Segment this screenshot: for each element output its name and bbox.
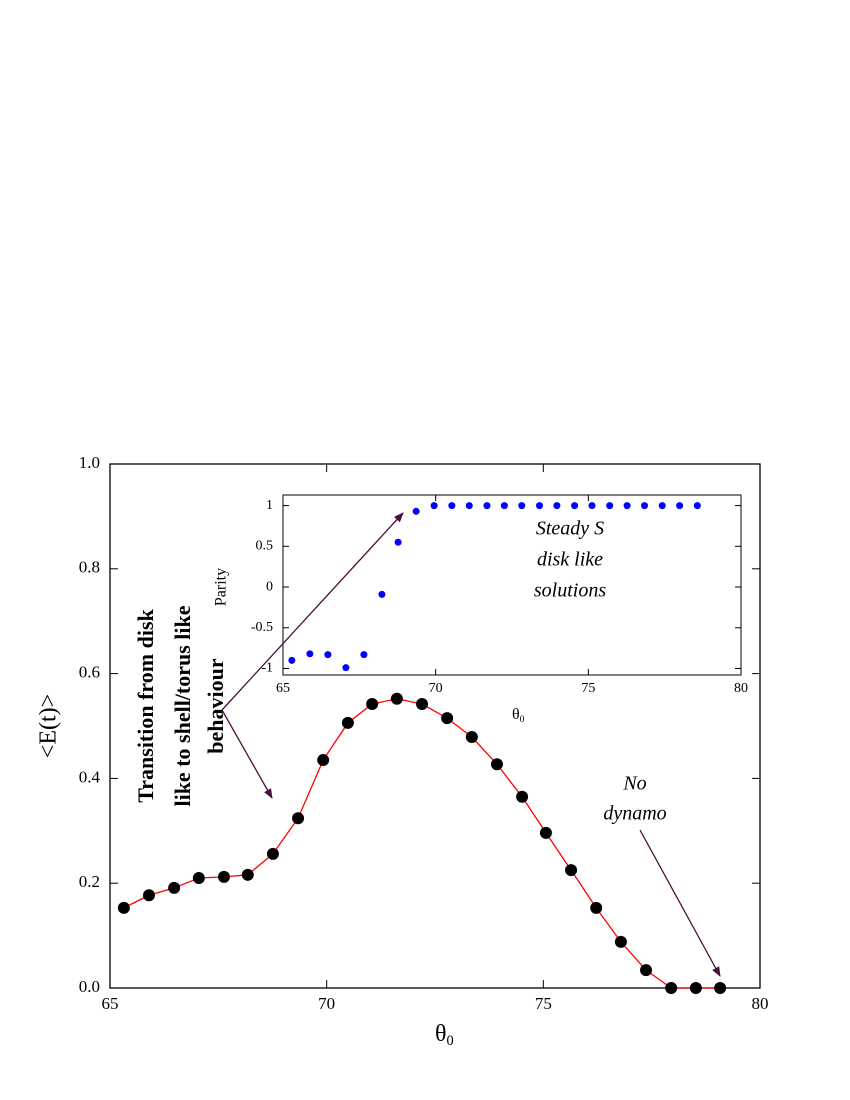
y-tick-label: -0.5 — [251, 620, 273, 635]
x-axis-label: θ0 — [435, 1021, 454, 1050]
data-point — [539, 826, 552, 839]
data-point — [516, 790, 529, 803]
x-label-main: θ — [512, 706, 520, 723]
data-point — [366, 697, 379, 710]
data-point — [640, 964, 653, 977]
data-point — [606, 502, 614, 510]
data-point — [588, 502, 596, 510]
data-point — [693, 502, 701, 510]
arrow — [639, 829, 721, 977]
annotation: like to shell/torus like — [170, 605, 195, 806]
annotation: dynamo — [603, 803, 666, 825]
data-point — [565, 864, 578, 877]
data-point — [143, 889, 155, 902]
data-point — [641, 502, 649, 510]
x-label-main: θ — [435, 1021, 447, 1047]
x-tick-label: 75 — [581, 681, 595, 696]
y-tick-label: -1 — [261, 661, 273, 676]
data-point — [465, 731, 478, 744]
x-tick-label: 70 — [318, 994, 335, 1013]
y-tick-label: 0.6 — [79, 663, 100, 682]
arrow — [221, 512, 404, 711]
annotation: No — [622, 773, 646, 795]
data-point — [665, 982, 678, 994]
data-point — [490, 758, 503, 771]
data-point — [658, 502, 666, 510]
x-tick-label: 65 — [102, 994, 119, 1013]
data-point — [623, 502, 631, 510]
data-point — [390, 692, 403, 705]
data-point — [292, 812, 305, 825]
annotation: solutions — [534, 580, 606, 602]
data-point — [535, 502, 543, 510]
x-tick-label: 65 — [276, 681, 290, 696]
data-point — [448, 502, 456, 510]
data-point — [714, 982, 727, 994]
annotation: Steady S — [536, 518, 604, 540]
data-point — [614, 935, 627, 948]
data-point — [266, 847, 279, 860]
y-tick-label: 0 — [266, 579, 273, 594]
arrow — [221, 709, 273, 799]
data-point — [317, 754, 330, 767]
y-tick-label: 0.5 — [256, 539, 274, 554]
data-point — [324, 651, 332, 659]
data-point — [518, 502, 526, 510]
data-point — [689, 982, 702, 994]
data-point — [465, 502, 473, 510]
data-point — [241, 868, 254, 881]
data-point — [500, 502, 508, 510]
data-point — [430, 502, 438, 510]
data-point — [360, 651, 368, 659]
y-tick-label: 0.2 — [79, 872, 100, 891]
data-point — [168, 881, 181, 894]
data-point — [412, 507, 420, 515]
data-point — [288, 656, 296, 664]
data-point — [441, 712, 454, 725]
data-point — [342, 664, 350, 672]
annotation: Transition from disk — [133, 608, 158, 802]
x-tick-label: 80 — [752, 994, 769, 1013]
y-tick-label: 0.8 — [79, 558, 100, 577]
x-tick-label: 70 — [429, 681, 443, 696]
data-point — [571, 502, 579, 510]
data-point — [416, 697, 428, 710]
data-point — [117, 901, 130, 914]
y-tick-label: 1 — [266, 498, 273, 513]
data-point — [192, 871, 205, 884]
x-axis-label: θ0 — [512, 706, 525, 725]
y-tick-label: 0.4 — [79, 767, 101, 786]
data-point — [676, 502, 684, 510]
data-point — [378, 590, 386, 598]
data-point — [590, 901, 603, 914]
x-tick-label: 80 — [734, 681, 748, 696]
y-tick-label: 1.0 — [79, 453, 100, 472]
plot-frame — [282, 494, 742, 676]
y-axis-label: <E(t)> — [36, 694, 62, 758]
x-tick-label: 75 — [535, 994, 552, 1013]
x-label-sub: 0 — [447, 1033, 454, 1049]
data-point — [394, 538, 402, 546]
data-point — [217, 870, 230, 883]
y-axis-label: Parity — [213, 568, 230, 606]
data-point — [483, 502, 491, 510]
x-label-sub: 0 — [520, 714, 525, 725]
annotation: behaviour — [203, 658, 228, 754]
data-point — [341, 716, 354, 729]
arrows — [221, 512, 721, 977]
data-point — [553, 502, 561, 510]
data-point — [306, 650, 314, 658]
y-tick-label: 0.0 — [79, 977, 100, 996]
annotation: disk like — [537, 549, 603, 571]
